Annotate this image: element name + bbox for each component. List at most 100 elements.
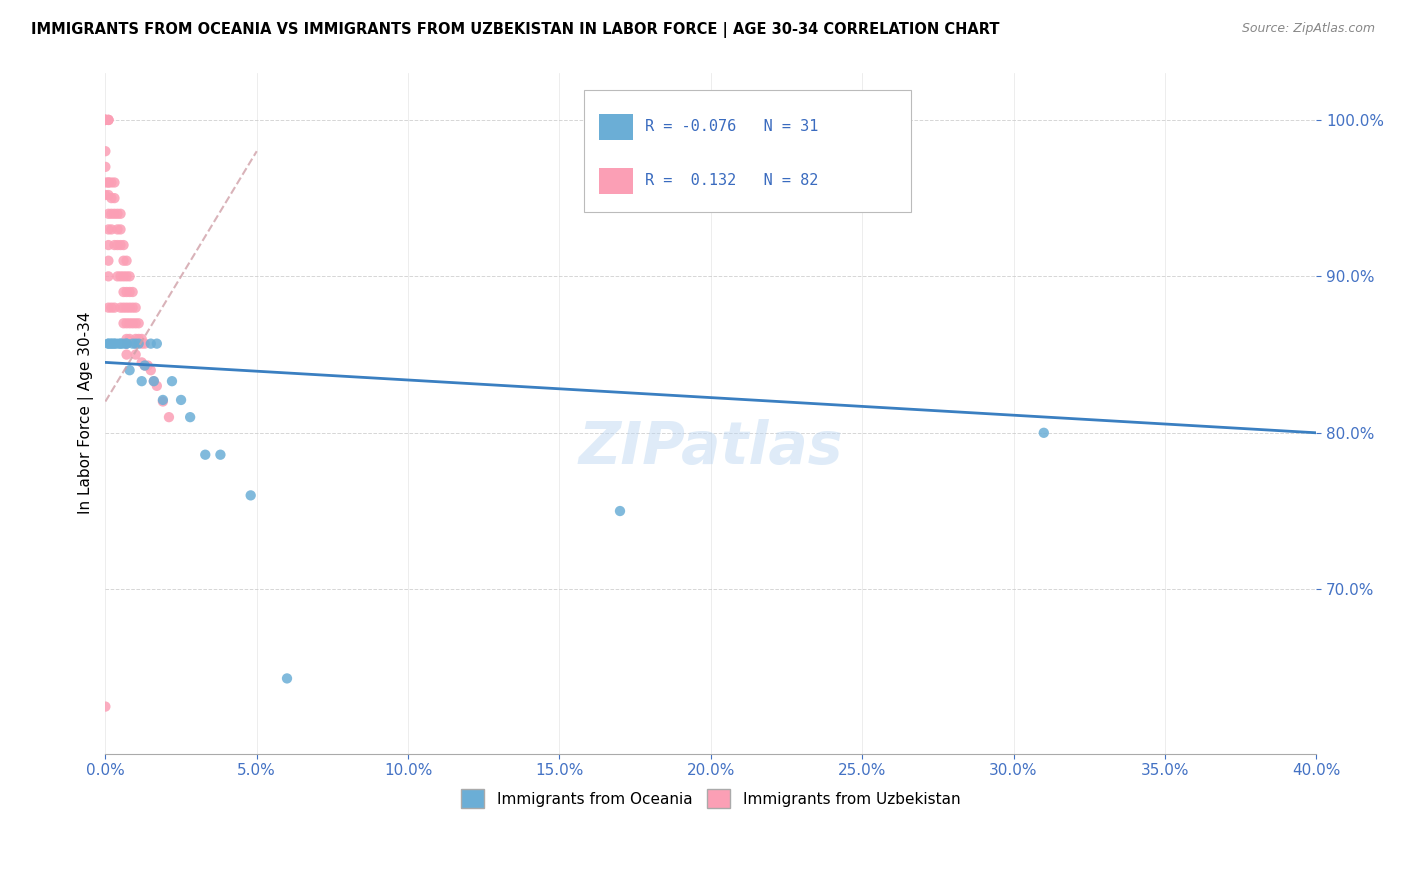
Point bbox=[94, 145, 117, 159]
Point bbox=[115, 336, 138, 351]
Point bbox=[609, 504, 631, 518]
Point bbox=[128, 336, 150, 351]
Point bbox=[131, 336, 153, 351]
Point bbox=[112, 238, 135, 252]
Point bbox=[94, 112, 117, 127]
Point bbox=[152, 392, 174, 407]
Point bbox=[112, 316, 135, 330]
Point bbox=[139, 363, 162, 377]
Point bbox=[152, 394, 174, 409]
Point bbox=[115, 348, 138, 362]
Point bbox=[194, 448, 217, 462]
Point bbox=[134, 359, 156, 373]
Text: R = -0.076   N = 31: R = -0.076 N = 31 bbox=[645, 119, 818, 134]
Point bbox=[115, 336, 138, 351]
Point bbox=[97, 238, 120, 252]
Point bbox=[103, 301, 125, 315]
Point bbox=[100, 336, 122, 351]
Point bbox=[118, 332, 141, 346]
Point bbox=[94, 112, 117, 127]
Point bbox=[121, 336, 143, 351]
Point bbox=[209, 448, 232, 462]
Point bbox=[115, 336, 138, 351]
Point bbox=[103, 336, 125, 351]
Point bbox=[103, 191, 125, 205]
Point bbox=[124, 332, 146, 346]
Point bbox=[100, 336, 122, 351]
Point bbox=[110, 336, 132, 351]
Point bbox=[131, 355, 153, 369]
Point bbox=[100, 222, 122, 236]
Point bbox=[131, 374, 153, 388]
Point bbox=[110, 238, 132, 252]
Point bbox=[103, 238, 125, 252]
Point bbox=[115, 301, 138, 315]
Point bbox=[139, 336, 162, 351]
Point bbox=[97, 176, 120, 190]
Point bbox=[124, 336, 146, 351]
Point bbox=[97, 207, 120, 221]
Point bbox=[142, 374, 165, 388]
Point bbox=[110, 222, 132, 236]
Point bbox=[94, 699, 117, 714]
Point bbox=[239, 488, 262, 502]
Point bbox=[124, 336, 146, 351]
FancyBboxPatch shape bbox=[599, 169, 633, 194]
Point bbox=[97, 269, 120, 284]
Point bbox=[115, 269, 138, 284]
Point bbox=[94, 112, 117, 127]
Point bbox=[136, 359, 159, 373]
Point bbox=[100, 191, 122, 205]
Point bbox=[94, 112, 117, 127]
Point bbox=[94, 112, 117, 127]
Point bbox=[112, 336, 135, 351]
Point bbox=[128, 332, 150, 346]
Legend: Immigrants from Oceania, Immigrants from Uzbekistan: Immigrants from Oceania, Immigrants from… bbox=[456, 783, 966, 814]
Point bbox=[118, 285, 141, 299]
Point bbox=[1032, 425, 1054, 440]
Point bbox=[97, 336, 120, 351]
Point bbox=[103, 207, 125, 221]
Point bbox=[134, 336, 156, 351]
Point bbox=[115, 253, 138, 268]
Point bbox=[97, 301, 120, 315]
Point bbox=[103, 336, 125, 351]
Point bbox=[107, 336, 129, 351]
Point bbox=[112, 301, 135, 315]
Point bbox=[110, 269, 132, 284]
Point bbox=[157, 410, 180, 425]
Point bbox=[97, 336, 120, 351]
Point bbox=[115, 316, 138, 330]
Point bbox=[112, 253, 135, 268]
Point bbox=[97, 253, 120, 268]
Point bbox=[97, 112, 120, 127]
Point bbox=[128, 316, 150, 330]
Point bbox=[97, 222, 120, 236]
Point bbox=[142, 374, 165, 388]
FancyBboxPatch shape bbox=[583, 90, 911, 212]
Point bbox=[121, 316, 143, 330]
Point bbox=[115, 332, 138, 346]
Point bbox=[115, 285, 138, 299]
Point bbox=[103, 176, 125, 190]
Point bbox=[97, 188, 120, 202]
Point bbox=[124, 301, 146, 315]
Point bbox=[97, 112, 120, 127]
Text: Source: ZipAtlas.com: Source: ZipAtlas.com bbox=[1241, 22, 1375, 36]
Point bbox=[179, 410, 201, 425]
Point bbox=[110, 301, 132, 315]
Y-axis label: In Labor Force | Age 30-34: In Labor Force | Age 30-34 bbox=[79, 312, 94, 515]
Text: R =  0.132   N = 82: R = 0.132 N = 82 bbox=[645, 173, 818, 188]
Point bbox=[107, 207, 129, 221]
Point bbox=[160, 374, 183, 388]
Point bbox=[118, 363, 141, 377]
Point bbox=[107, 238, 129, 252]
Point bbox=[276, 672, 298, 686]
Point bbox=[94, 176, 117, 190]
Point bbox=[146, 379, 169, 393]
Point bbox=[118, 269, 141, 284]
Point bbox=[94, 112, 117, 127]
Point bbox=[110, 207, 132, 221]
Point bbox=[112, 285, 135, 299]
Point bbox=[97, 176, 120, 190]
